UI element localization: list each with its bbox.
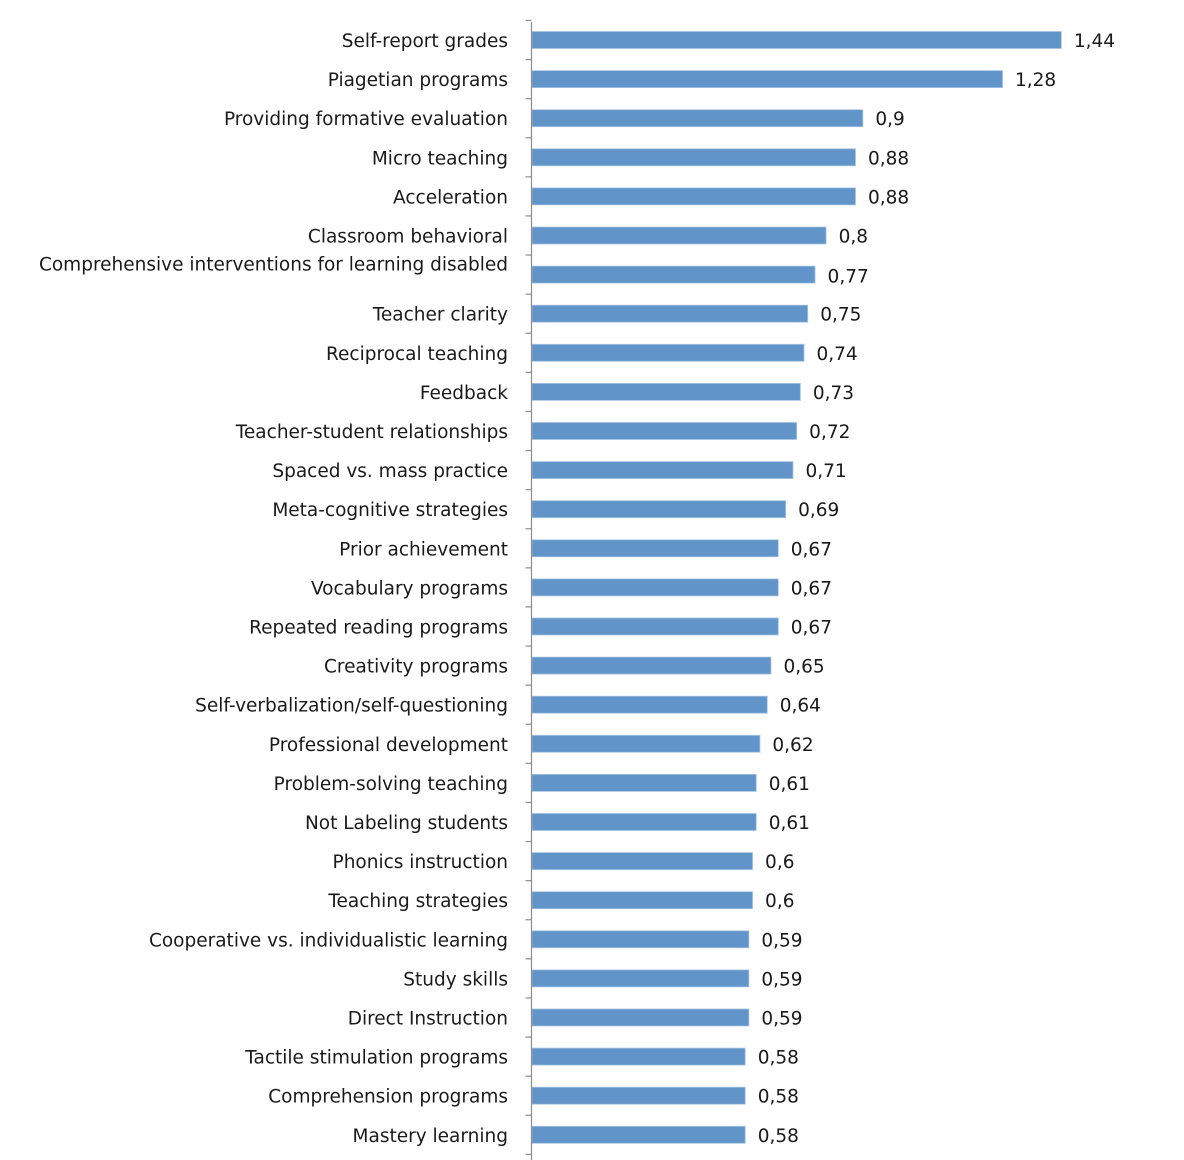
bar — [531, 852, 753, 870]
value-label: 0,6 — [765, 891, 794, 912]
bar — [531, 539, 779, 558]
bar — [531, 617, 779, 636]
value-label: 0,73 — [813, 383, 854, 404]
value-label: 0,67 — [791, 539, 832, 560]
category-label: Teacher-student relationships — [235, 422, 508, 443]
bar — [531, 813, 757, 831]
category-label: Reciprocal teaching — [326, 344, 508, 365]
value-label: 0,61 — [769, 774, 810, 795]
value-label: 0,6 — [765, 852, 794, 873]
value-label: 0,59 — [761, 1009, 802, 1030]
bar — [531, 578, 779, 597]
category-label: Direct Instruction — [348, 1009, 508, 1030]
category-label: Comprehension programs — [268, 1087, 508, 1108]
category-label: Repeated reading programs — [249, 618, 508, 639]
category-label: Providing formative evaluation — [224, 109, 508, 130]
category-label: Comprehensive interventions for learning… — [39, 255, 508, 276]
value-label: 0,88 — [868, 148, 909, 169]
category-label: Tactile stimulation programs — [244, 1048, 508, 1069]
value-label: 0,62 — [772, 735, 813, 756]
bar — [531, 343, 805, 362]
bar — [531, 31, 1062, 49]
category-label: Self-verbalization/self-questioning — [195, 696, 508, 717]
bar — [531, 422, 798, 440]
value-label: 0,59 — [761, 930, 802, 951]
value-label: 0,61 — [769, 813, 810, 834]
category-label: Mastery learning — [353, 1126, 508, 1147]
bar — [531, 187, 856, 206]
bar — [531, 1008, 750, 1027]
category-label: Problem-solving teaching — [274, 774, 508, 795]
bar — [531, 461, 794, 480]
category-label: Classroom behavioral — [308, 227, 508, 248]
bar — [531, 930, 750, 949]
category-label: Feedback — [420, 383, 508, 404]
category-label: Study skills — [403, 969, 508, 990]
value-label: 1,44 — [1074, 31, 1115, 52]
value-label: 0,74 — [817, 344, 858, 365]
bar — [531, 382, 801, 401]
value-label: 0,88 — [868, 187, 909, 208]
y-axis — [525, 19, 533, 1160]
bar — [531, 109, 864, 128]
category-label: Meta-cognitive strategies — [272, 500, 508, 521]
category-label: Cooperative vs. individualistic learning — [149, 930, 508, 951]
category-label: Micro teaching — [372, 148, 508, 169]
bar — [531, 734, 761, 753]
value-label: 0,77 — [828, 267, 869, 288]
category-label: Professional development — [269, 735, 508, 756]
category-label: Piagetian programs — [328, 70, 508, 91]
category-label: Acceleration — [393, 187, 508, 208]
value-label: 0,58 — [758, 1048, 799, 1069]
bar — [531, 148, 856, 167]
value-label: 0,67 — [791, 618, 832, 639]
bar — [531, 226, 827, 245]
value-label: 0,65 — [783, 657, 824, 678]
value-label: 0,75 — [820, 305, 861, 326]
category-label: Phonics instruction — [333, 852, 508, 873]
bar — [531, 656, 772, 675]
value-label: 0,58 — [758, 1126, 799, 1147]
value-label: 0,72 — [809, 422, 850, 443]
category-labels: Self-report grades Piagetian programs Prov… — [39, 31, 508, 1147]
value-label: 1,28 — [1015, 70, 1056, 91]
bar — [531, 891, 753, 910]
category-label: Vocabulary programs — [311, 578, 508, 599]
bar — [531, 1047, 746, 1066]
category-label: Not Labeling students — [305, 813, 508, 834]
category-label: Self-report grades — [342, 31, 508, 52]
value-label: 0,59 — [761, 969, 802, 990]
value-label: 0,58 — [758, 1087, 799, 1108]
value-label: 0,9 — [875, 109, 904, 130]
bar — [531, 969, 750, 988]
bar — [531, 774, 757, 792]
bar — [531, 1125, 746, 1144]
category-label: Creativity programs — [324, 657, 508, 678]
bar — [531, 500, 787, 519]
value-labels: 1,441,280,90,880,880,80,770,750,740,730,… — [758, 31, 1115, 1147]
bar — [531, 1086, 746, 1105]
bar — [531, 304, 809, 323]
bar — [531, 70, 1003, 88]
bar — [531, 265, 816, 284]
value-label: 0,64 — [780, 696, 821, 717]
value-label: 0,69 — [798, 500, 839, 521]
category-label: Teaching strategies — [327, 891, 508, 912]
value-label: 0,67 — [791, 578, 832, 599]
category-label: Spaced vs. mass practice — [272, 461, 508, 482]
category-label: Teacher clarity — [372, 305, 508, 326]
category-label: Prior achievement — [339, 539, 508, 560]
bar — [531, 695, 768, 714]
value-label: 0,71 — [805, 461, 846, 482]
value-label: 0,8 — [839, 227, 868, 248]
